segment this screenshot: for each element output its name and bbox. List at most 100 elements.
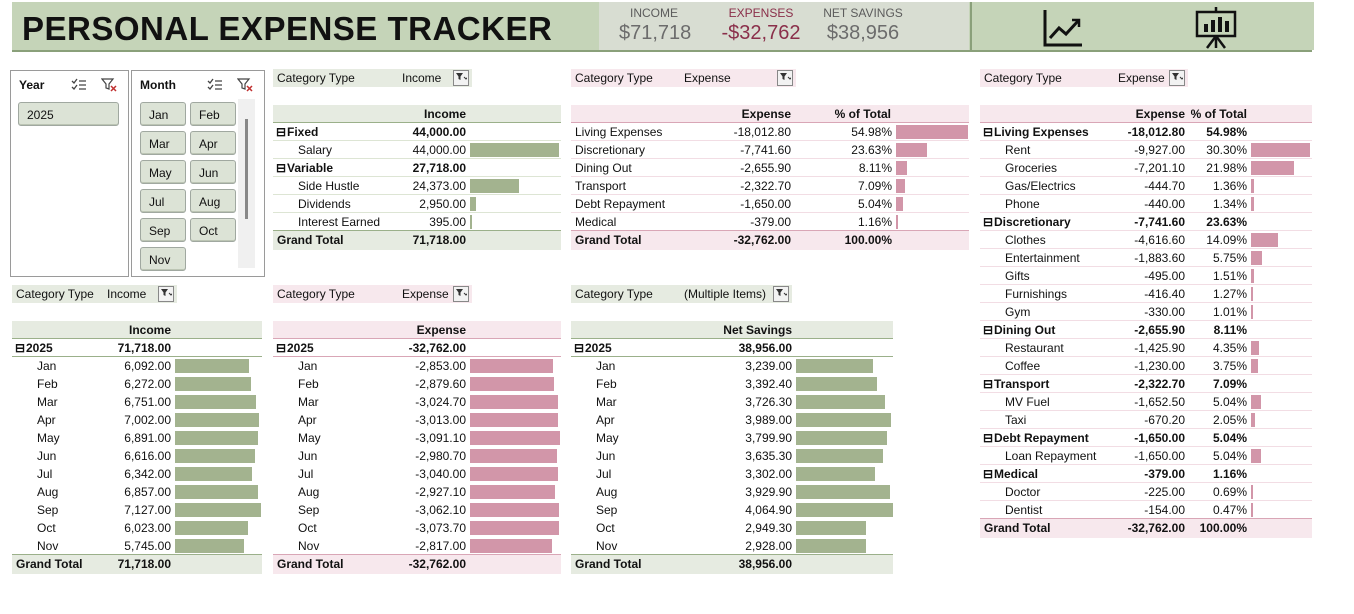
row-pct: 1.36%	[1212, 179, 1247, 193]
row-pct: 4.35%	[1212, 341, 1247, 355]
slicer-item-aug[interactable]: Aug	[190, 189, 236, 213]
total-row-bg	[12, 554, 262, 574]
data-bar	[796, 395, 885, 409]
row-divider	[980, 158, 1312, 159]
row-divider	[980, 464, 1312, 465]
year-slicer: Year 2025	[10, 70, 129, 277]
row-label: Feb	[37, 377, 58, 391]
row-pct: 0.47%	[1212, 503, 1247, 517]
data-bar	[796, 359, 873, 373]
filter-dropdown-button[interactable]	[453, 286, 469, 302]
row-label: Debt Repayment	[575, 197, 666, 211]
data-bar	[896, 125, 968, 139]
row-label: Nov	[298, 539, 320, 553]
row-label: Interest Earned	[298, 215, 381, 229]
collapse-icon[interactable]: ⊟	[983, 467, 994, 481]
filter-dropdown-button[interactable]	[777, 70, 793, 86]
row-label: Discretionary	[575, 143, 646, 157]
clear-filter-icon[interactable]	[101, 77, 117, 93]
slicer-item-nov[interactable]: Nov	[140, 247, 186, 271]
slicer-item-jan[interactable]: Jan	[140, 102, 186, 126]
slicer-item-jun[interactable]: Jun	[190, 160, 236, 184]
row-pct: 5.04%	[857, 197, 892, 211]
collapse-icon[interactable]: ⊟	[574, 341, 585, 355]
data-bar	[1251, 197, 1254, 211]
data-bar	[470, 197, 476, 211]
slicer-item-year[interactable]: 2025	[18, 102, 119, 126]
multi-select-icon[interactable]	[71, 78, 87, 92]
row-value: -495.00	[1144, 269, 1185, 283]
kpi-panel: INCOME $71,718 EXPENSES -$32,762 NET SAV…	[599, 2, 969, 50]
filter-dropdown-button[interactable]	[1169, 70, 1185, 86]
group-pct: 54.98%	[1206, 125, 1247, 139]
row-value: 3,392.40	[745, 377, 792, 391]
presentation-board-icon[interactable]	[1194, 6, 1238, 50]
pivot-expense-by-month: Category Type Expense Expense ⊟ 2025 -32,762.…	[273, 284, 563, 576]
row-value: -4,616.60	[1134, 233, 1185, 247]
slicer-item-mar[interactable]: Mar	[140, 131, 186, 155]
data-bar	[470, 179, 519, 193]
slicer-item-feb[interactable]: Feb	[190, 102, 236, 126]
data-bar	[175, 449, 255, 463]
collapse-icon[interactable]: ⊟	[276, 341, 287, 355]
row-pct: 5.75%	[1212, 251, 1247, 265]
collapse-icon[interactable]: ⊟	[983, 323, 994, 337]
multi-select-icon[interactable]	[207, 78, 223, 92]
collapse-icon[interactable]: ⊟	[983, 215, 994, 229]
grand-total-pct: 100.00%	[1199, 521, 1247, 535]
group-pct: 5.04%	[1212, 431, 1247, 445]
group-value: 44,000.00	[412, 125, 466, 139]
grand-total-label: Grand Total	[575, 557, 642, 571]
row-pct: 14.09%	[1206, 233, 1247, 247]
collapse-icon[interactable]: ⊟	[15, 341, 26, 355]
data-bar	[1251, 305, 1253, 319]
row-value: 6,616.00	[124, 449, 171, 463]
data-bar	[1251, 413, 1255, 427]
header-divider	[571, 338, 893, 339]
slicer-item-apr[interactable]: Apr	[190, 131, 236, 155]
total-row-bg	[273, 554, 561, 574]
filter-label: Category Type	[16, 287, 94, 301]
filter-dropdown-button[interactable]	[158, 286, 174, 302]
group-label: Dining Out	[994, 323, 1056, 337]
group-value: -2,655.90	[1134, 323, 1185, 337]
row-value: 6,891.00	[124, 431, 171, 445]
filter-dropdown-button[interactable]	[773, 286, 789, 302]
group-label: Medical	[994, 467, 1039, 481]
row-pct: 23.63%	[851, 143, 892, 157]
slicer-item-sep[interactable]: Sep	[140, 218, 186, 242]
collapse-icon[interactable]: ⊟	[276, 161, 287, 175]
row-divider	[571, 158, 969, 159]
slicer-scroll-thumb[interactable]	[245, 119, 248, 219]
pivot-savings-by-month: Category Type (Multiple Items) Net Savings…	[571, 284, 895, 576]
slicer-item-oct[interactable]: Oct	[190, 218, 236, 242]
row-value: -225.00	[1144, 485, 1185, 499]
slicer-item-jul[interactable]: Jul	[140, 189, 186, 213]
row-value: 6,272.00	[124, 377, 171, 391]
filter-row-bg	[273, 285, 472, 303]
collapse-icon[interactable]: ⊟	[983, 125, 994, 139]
row-label: Taxi	[1005, 413, 1027, 427]
line-chart-icon[interactable]	[1042, 8, 1084, 48]
row-value: -3,062.10	[415, 503, 466, 517]
collapse-icon[interactable]: ⊟	[983, 377, 994, 391]
header-row-bg	[273, 321, 561, 338]
row-value: 3,929.90	[745, 485, 792, 499]
filter-dropdown-button[interactable]	[453, 70, 469, 86]
row-label: Gas/Electrics	[1005, 179, 1076, 193]
row-divider	[980, 302, 1312, 303]
row-label: Gym	[1005, 305, 1031, 319]
slicer-item-may[interactable]: May	[140, 160, 186, 184]
row-pct: 30.30%	[1206, 143, 1247, 157]
collapse-icon[interactable]: ⊟	[276, 125, 287, 139]
clear-filter-icon[interactable]	[237, 77, 253, 93]
slicer-scrollbar[interactable]	[238, 99, 255, 268]
row-label: Coffee	[1005, 359, 1041, 373]
filter-icon	[1172, 73, 1185, 80]
row-label: Oct	[298, 521, 317, 535]
row-value: -3,073.70	[415, 521, 466, 535]
collapse-icon[interactable]: ⊟	[983, 431, 994, 445]
filter-value: Income	[107, 287, 147, 301]
row-label: Mar	[596, 395, 617, 409]
slicer-item-label: Nov	[149, 253, 171, 267]
